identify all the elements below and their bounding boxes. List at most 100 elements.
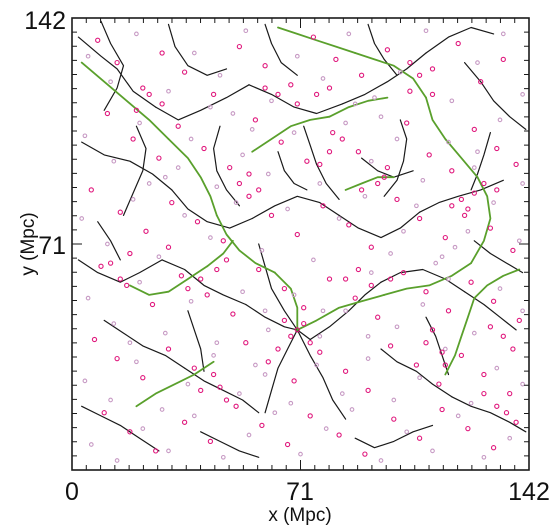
galaxies-point-41 xyxy=(220,238,226,244)
galaxies-faint-point-27 xyxy=(317,181,323,186)
galaxies-point-27 xyxy=(330,129,336,136)
galaxies-faint-point-87 xyxy=(468,400,474,406)
galaxies-point-116 xyxy=(481,180,487,187)
galaxies-point-147 xyxy=(503,410,510,416)
galaxies-faint-point-98 xyxy=(298,451,303,457)
galaxies-point-63 xyxy=(326,276,333,282)
galaxies-faint-point-16 xyxy=(500,31,506,37)
galaxies-point-145 xyxy=(510,346,516,352)
galaxies-point-6 xyxy=(236,43,243,50)
galaxies-point-13 xyxy=(407,88,413,94)
galaxies-point-85 xyxy=(413,362,420,368)
galaxies-faint-point-28 xyxy=(343,120,348,126)
filaments-green-line-11 xyxy=(206,239,234,268)
galaxies-faint-point-52 xyxy=(491,200,496,205)
filaments-dark-line-24 xyxy=(380,268,466,293)
galaxies-point-14 xyxy=(429,66,436,72)
filaments-dark-line-1 xyxy=(155,84,250,121)
galaxies-faint-point-103 xyxy=(430,448,435,454)
galaxies-faint-point-65 xyxy=(368,270,374,275)
galaxies-point-30 xyxy=(404,120,410,126)
filaments-green-line-2 xyxy=(215,214,276,274)
galaxies-faint-point-25 xyxy=(265,171,271,177)
galaxies-point-146 xyxy=(494,403,500,409)
galaxies-point-162 xyxy=(339,136,345,142)
galaxies-point-84 xyxy=(387,343,394,349)
galaxies-faint-point-74 xyxy=(134,359,139,365)
galaxies-point-117 xyxy=(494,187,500,193)
galaxies-point-42 xyxy=(246,193,252,199)
galaxies-point-108 xyxy=(288,333,294,339)
galaxies-point-7 xyxy=(262,63,268,69)
filaments-dark-line-33 xyxy=(81,405,160,452)
galaxies-point-130 xyxy=(439,349,445,355)
filaments-dark-line-3 xyxy=(341,52,427,105)
y-tick-label-71: 71 xyxy=(38,232,66,260)
galaxies-faint-point-93 xyxy=(166,448,171,454)
filaments-green-line-15 xyxy=(328,96,389,118)
galaxies-point-25 xyxy=(278,139,284,145)
galaxies-faint-point-53 xyxy=(516,238,522,244)
galaxies-point-24 xyxy=(252,117,259,123)
galaxies-point-154 xyxy=(256,187,262,193)
galaxies-faint-point-96 xyxy=(246,432,252,438)
galaxies-faint-point-99 xyxy=(323,426,329,431)
galaxies-faint-point-6 xyxy=(243,28,249,34)
galaxies-point-57 xyxy=(178,273,185,279)
filaments-dark-line-26 xyxy=(264,329,298,414)
filaments-dark-line-34 xyxy=(200,431,260,458)
galaxies-faint-point-111 xyxy=(146,181,152,186)
galaxies-faint-point-41 xyxy=(208,235,213,240)
galaxies-faint-point-66 xyxy=(394,324,400,330)
galaxies-point-141 xyxy=(416,72,423,78)
galaxies-faint-point-121 xyxy=(208,104,213,110)
filaments-dark-line-9 xyxy=(464,62,527,130)
galaxies-point-101 xyxy=(391,416,397,422)
galaxies-point-134 xyxy=(159,101,165,107)
filaments-green-line-3 xyxy=(273,271,299,331)
galaxies-faint-point-117 xyxy=(253,362,258,368)
galaxies-faint-point-76 xyxy=(185,381,191,387)
galaxies-faint-point-0 xyxy=(85,53,91,59)
filaments-dark-line-11 xyxy=(171,189,253,229)
galaxies-point-36 xyxy=(88,187,94,193)
galaxies xyxy=(88,34,522,457)
galaxies-point-112 xyxy=(275,346,281,352)
galaxies-point-43 xyxy=(268,212,275,219)
galaxies-point-110 xyxy=(281,317,288,324)
filaments-dark-line-32 xyxy=(451,396,527,433)
galaxies-point-113 xyxy=(449,203,455,209)
galaxies-point-65 xyxy=(375,314,381,320)
filaments-green xyxy=(80,26,521,408)
filaments-green-line-0 xyxy=(80,61,170,140)
galaxies-faint-point-36 xyxy=(79,216,85,221)
galaxies-faint-point-77 xyxy=(211,353,216,358)
galaxies-point-78 xyxy=(243,340,249,346)
galaxies-point-26 xyxy=(304,158,310,164)
galaxies-point-32 xyxy=(449,168,455,174)
galaxies-point-37 xyxy=(117,209,123,215)
galaxies-point-100 xyxy=(362,451,368,457)
galaxies-point-139 xyxy=(326,85,333,91)
galaxies-point-68 xyxy=(445,308,452,314)
galaxies-point-35 xyxy=(513,161,519,168)
galaxies-point-40 xyxy=(194,219,201,225)
y-axis-label: y (Mpc) xyxy=(18,212,39,275)
galaxies-point-102 xyxy=(416,435,423,441)
galaxies-point-48 xyxy=(394,196,400,203)
galaxies-point-1 xyxy=(114,59,120,66)
galaxies-faint-point-75 xyxy=(159,407,165,412)
galaxies-faint-point-108 xyxy=(249,127,255,132)
filaments-green-line-4 xyxy=(296,294,386,331)
y-tick-label-142: 142 xyxy=(24,7,66,35)
galaxies-faint-point-78 xyxy=(237,391,242,396)
galaxies-point-47 xyxy=(368,244,374,250)
galaxies-point-143 xyxy=(487,324,494,330)
filaments-dark-line-36 xyxy=(425,316,450,376)
galaxies-faint-point-30 xyxy=(394,136,400,142)
galaxies-faint-point-82 xyxy=(339,391,345,396)
galaxies-faint-point-48 xyxy=(388,251,393,256)
filaments-dark-line-41 xyxy=(277,151,308,191)
filaments-dark-line-16 xyxy=(213,125,240,207)
galaxies-point-138 xyxy=(313,91,320,98)
